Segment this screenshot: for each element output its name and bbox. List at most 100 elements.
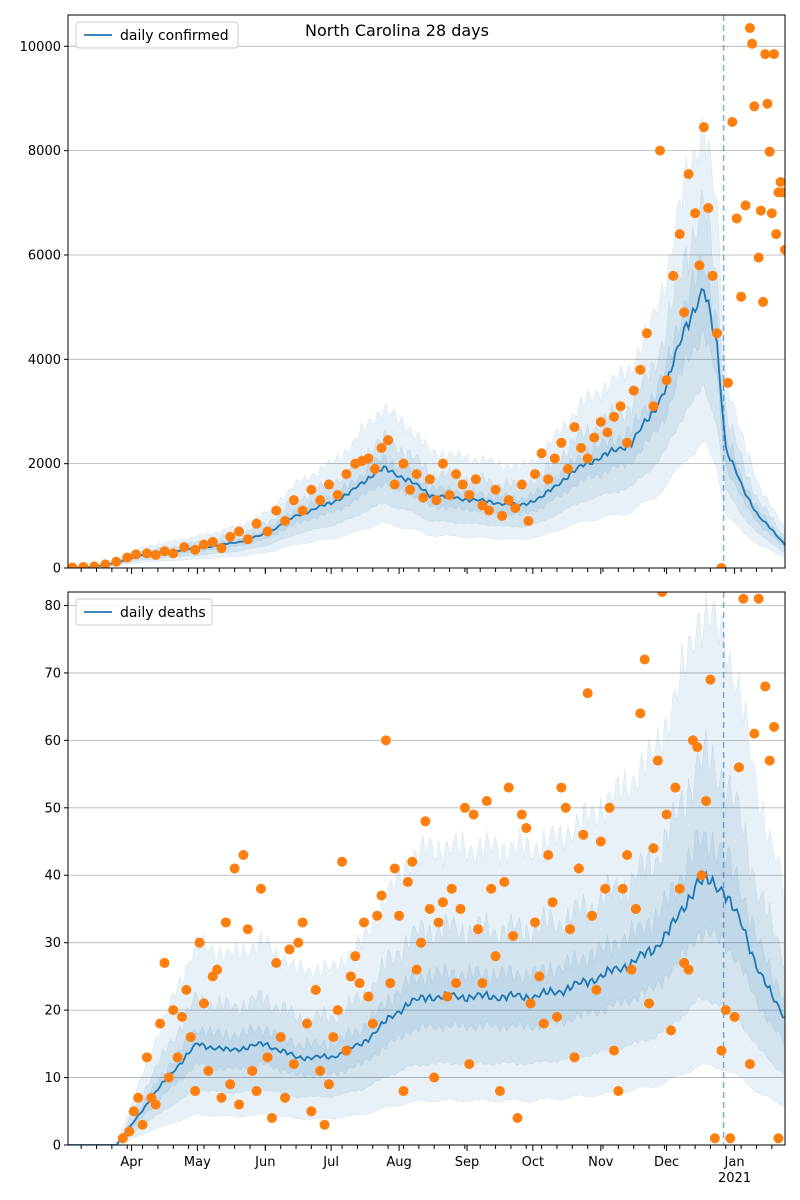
data-point xyxy=(674,229,685,240)
data-point xyxy=(694,260,705,271)
data-point xyxy=(141,548,152,559)
data-point xyxy=(185,1032,196,1043)
data-point xyxy=(323,1079,334,1090)
data-point xyxy=(764,755,775,766)
data-point xyxy=(747,38,758,49)
data-point xyxy=(332,1005,343,1016)
data-point xyxy=(516,479,527,490)
y-tick-label: 40 xyxy=(44,869,61,884)
data-point xyxy=(266,1113,277,1124)
data-point xyxy=(433,917,444,928)
data-point xyxy=(133,1092,144,1103)
data-point xyxy=(547,897,558,908)
data-point xyxy=(111,556,122,567)
data-point xyxy=(100,559,111,568)
data-point xyxy=(247,1065,258,1076)
data-point xyxy=(473,924,484,935)
data-point xyxy=(280,1092,291,1103)
data-point xyxy=(418,492,429,503)
chart-title: North Carolina 28 days xyxy=(305,21,489,40)
data-point xyxy=(576,443,587,454)
data-point xyxy=(690,208,701,219)
y-tick-label: 10000 xyxy=(20,40,61,55)
x-tick-label: Dec xyxy=(654,1155,679,1170)
data-point xyxy=(499,876,510,887)
data-point xyxy=(464,489,475,500)
data-point xyxy=(771,229,782,240)
data-point xyxy=(297,917,308,928)
data-point xyxy=(648,843,659,854)
data-point xyxy=(665,1025,676,1036)
data-point xyxy=(608,1045,619,1056)
data-point xyxy=(150,549,161,560)
data-point xyxy=(709,1133,720,1144)
data-point xyxy=(405,484,416,495)
legend-label: daily confirmed xyxy=(120,28,229,44)
data-point xyxy=(271,957,282,968)
data-point xyxy=(617,883,628,894)
data-point xyxy=(648,401,659,412)
data-point xyxy=(159,957,170,968)
data-point xyxy=(644,998,655,1009)
uncertainty-band xyxy=(68,116,785,568)
data-point xyxy=(242,924,253,935)
data-point xyxy=(177,1011,188,1022)
data-point xyxy=(569,422,580,433)
data-point xyxy=(744,1059,755,1070)
data-point xyxy=(411,469,422,480)
data-point xyxy=(755,205,766,216)
y-tick-label: 80 xyxy=(44,599,61,614)
data-point xyxy=(538,1018,549,1029)
data-point xyxy=(363,453,374,464)
series-line xyxy=(68,870,785,1145)
data-point xyxy=(345,971,356,982)
data-point xyxy=(315,1065,326,1076)
data-point xyxy=(608,411,619,422)
data-point xyxy=(639,654,650,665)
data-point xyxy=(635,364,646,375)
data-point xyxy=(446,883,457,894)
data-point xyxy=(457,479,468,490)
uncertainty-band xyxy=(68,189,785,568)
data-point xyxy=(172,1052,183,1063)
data-point xyxy=(775,176,785,187)
y-tick-label: 2000 xyxy=(28,457,61,472)
data-point xyxy=(302,1018,312,1029)
data-point xyxy=(216,543,227,554)
data-point xyxy=(758,296,769,307)
data-point xyxy=(255,883,266,894)
data-point xyxy=(431,495,442,506)
data-point xyxy=(696,870,707,881)
data-point xyxy=(497,510,508,521)
data-point xyxy=(604,802,615,813)
plot-frame xyxy=(67,591,786,1146)
data-point xyxy=(238,850,249,861)
data-point xyxy=(733,762,744,773)
data-point xyxy=(536,448,547,459)
data-point xyxy=(490,484,501,495)
data-point xyxy=(602,427,613,438)
data-point xyxy=(385,978,396,989)
data-point xyxy=(556,782,567,793)
data-point xyxy=(407,856,418,867)
data-point xyxy=(595,416,606,427)
data-point xyxy=(220,917,231,928)
data-point xyxy=(455,903,466,914)
data-point xyxy=(424,474,435,485)
data-point xyxy=(288,1059,299,1070)
data-point xyxy=(451,469,462,480)
data-point xyxy=(437,897,448,908)
data-point xyxy=(679,307,690,318)
data-point xyxy=(194,937,205,948)
data-point xyxy=(769,49,780,60)
data-point xyxy=(168,548,179,559)
plot-area xyxy=(68,592,785,1145)
x-tick-label: Oct xyxy=(522,1155,544,1170)
data-point xyxy=(141,1052,152,1063)
data-point xyxy=(416,937,427,948)
data-point xyxy=(251,1086,262,1097)
data-point xyxy=(383,435,394,446)
data-point xyxy=(359,917,370,928)
y-tick-label: 10 xyxy=(44,1071,61,1086)
data-point xyxy=(738,593,749,604)
